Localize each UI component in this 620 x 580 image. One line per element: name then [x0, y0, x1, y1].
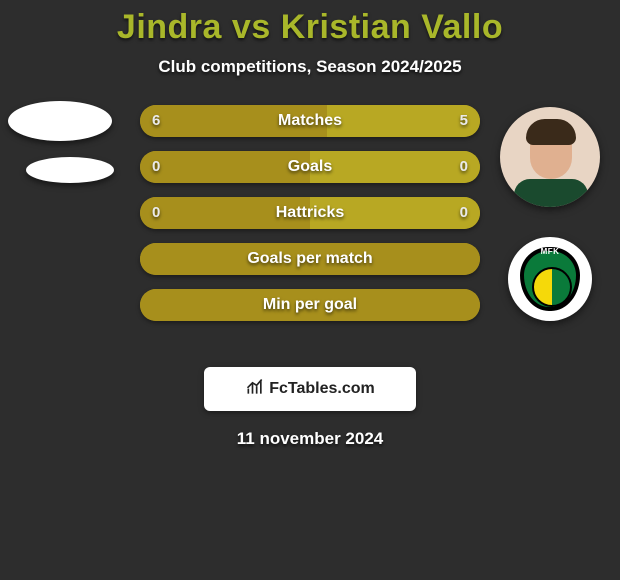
- stat-row: Matches65: [140, 105, 480, 137]
- title-player2: Kristian Vallo: [281, 8, 503, 46]
- page-title: Jindra vs Kristian Vallo: [0, 8, 620, 47]
- player1-avatar: [8, 101, 112, 141]
- comparison-panel: MFK Matches65Goals00Hattricks00Goals per…: [0, 101, 620, 351]
- player2-club-logo: MFK: [508, 237, 592, 321]
- stat-row: Goals00: [140, 151, 480, 183]
- bar-chart-icon: [245, 377, 269, 402]
- date-label: 11 november 2024: [0, 429, 620, 449]
- stat-bar-left: [140, 197, 310, 229]
- stat-row: Hattricks00: [140, 197, 480, 229]
- player2-avatar: [500, 107, 600, 207]
- watermark-text: FcTables.com: [269, 380, 375, 398]
- watermark-badge: FcTables.com: [204, 367, 416, 411]
- stat-bar-right: [310, 151, 480, 183]
- stat-value-right: 5: [460, 105, 468, 137]
- stat-bar-right: [327, 105, 480, 137]
- stat-value-right: 0: [460, 151, 468, 183]
- stat-bar-right: [310, 197, 480, 229]
- club-crest-label-top: MFK: [508, 247, 592, 256]
- stat-value-left: 0: [152, 197, 160, 229]
- stat-row: Goals per match: [140, 243, 480, 275]
- stat-bar-left: [140, 151, 310, 183]
- stat-bar-left: [140, 243, 480, 275]
- title-vs: vs: [232, 8, 271, 46]
- club-crest-inner: [532, 267, 572, 307]
- player1-club-logo: [26, 157, 114, 183]
- stat-row: Min per goal: [140, 289, 480, 321]
- stats-list: Matches65Goals00Hattricks00Goals per mat…: [140, 105, 480, 335]
- stat-value-right: 0: [460, 197, 468, 229]
- title-player1: Jindra: [117, 8, 222, 46]
- subtitle: Club competitions, Season 2024/2025: [0, 57, 620, 77]
- stat-value-left: 6: [152, 105, 160, 137]
- stat-bar-left: [140, 289, 480, 321]
- stat-value-left: 0: [152, 151, 160, 183]
- stat-bar-left: [140, 105, 327, 137]
- player2-shirt: [514, 179, 588, 207]
- player2-hair: [526, 119, 576, 145]
